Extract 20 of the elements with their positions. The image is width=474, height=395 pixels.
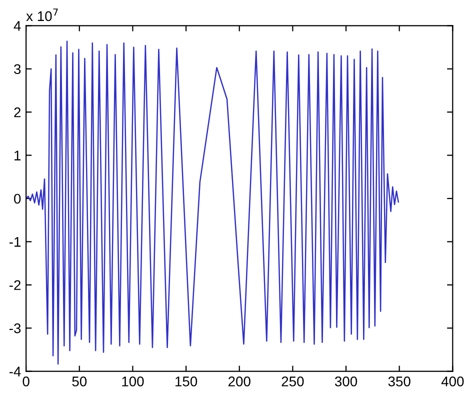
y-tick-label: -1 xyxy=(9,237,21,247)
y-tick-label: -4 xyxy=(9,366,21,376)
y-tick-label: 0 xyxy=(14,194,21,204)
x-tick-label: 300 xyxy=(334,376,358,386)
y-tick-label: -3 xyxy=(9,323,21,334)
x-tick-label: 150 xyxy=(176,376,198,386)
y-tick-label: 1 xyxy=(14,150,21,160)
y-tick-label: 3 xyxy=(14,64,21,74)
text: x 10$^{7}$ xyxy=(26,8,58,22)
y-tick-label: -2 xyxy=(9,280,21,290)
x-tick-label: 400 xyxy=(441,376,464,386)
y-tick-label: 2 xyxy=(14,107,21,118)
x-tick-label: 100 xyxy=(122,376,144,386)
x-tick-label: 50 xyxy=(72,376,87,386)
x-tick-label: 250 xyxy=(282,376,304,386)
x-tick-label: 350 xyxy=(388,376,410,386)
x-tick-label: 0 xyxy=(22,376,30,386)
line-series xyxy=(26,40,400,365)
x-tick-label: 200 xyxy=(228,376,250,386)
y-tick-label: 4 xyxy=(14,21,21,31)
